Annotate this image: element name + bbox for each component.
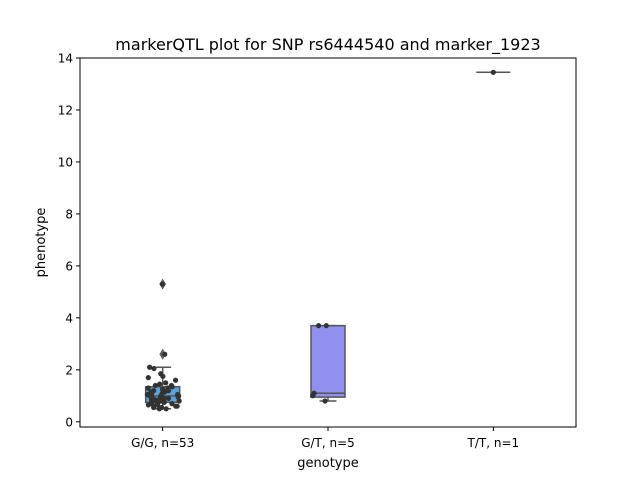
data-point <box>145 385 151 391</box>
data-point <box>165 386 171 392</box>
y-tick-label: 6 <box>65 259 73 273</box>
x-tick-label: T/T, n=1 <box>467 436 520 450</box>
data-point <box>145 375 151 381</box>
plot-marks <box>144 69 511 412</box>
data-point <box>172 377 179 383</box>
data-point <box>161 399 167 405</box>
data-point <box>176 398 182 404</box>
data-point <box>151 404 157 411</box>
data-point <box>161 395 167 402</box>
data-point <box>163 406 169 412</box>
data-point <box>162 351 168 357</box>
data-point <box>156 406 162 412</box>
box-body <box>310 324 346 398</box>
data-point <box>160 373 166 379</box>
data-point <box>163 380 169 386</box>
y-tick-label: 10 <box>58 155 73 169</box>
data-point <box>165 395 172 402</box>
data-point <box>147 393 153 399</box>
chart-title: markerQTL plot for SNP rs6444540 and mar… <box>115 35 540 55</box>
y-tick-label: 4 <box>65 311 73 325</box>
axes: 0 2 4 6 8 10 12 14 G/G, n=53 G/T, n=5 T/T, n=1 <box>58 52 519 451</box>
data-point <box>310 393 316 399</box>
y-tick-label: 0 <box>65 415 73 429</box>
data-point <box>169 401 175 407</box>
data-point <box>159 281 165 287</box>
data-point <box>175 394 181 400</box>
data-point <box>323 323 329 329</box>
data-point <box>152 382 158 389</box>
y-tick-label: 12 <box>58 103 73 117</box>
x-tick-label: G/T, n=5 <box>301 436 355 450</box>
box-2 <box>310 324 346 402</box>
data-point <box>151 365 157 372</box>
x-axis-label: genotype <box>297 456 358 471</box>
data-point <box>168 382 175 389</box>
data-point <box>322 398 328 404</box>
data-point <box>316 323 322 329</box>
data-point <box>157 381 163 387</box>
data-point <box>146 364 153 370</box>
x-tick-label: G/G, n=53 <box>131 436 194 450</box>
y-axis-label: phenotype <box>34 208 49 278</box>
y-tick-label: 8 <box>65 207 73 221</box>
y-tick-label: 14 <box>58 52 73 66</box>
data-point <box>145 402 151 408</box>
data-point <box>490 69 496 75</box>
y-tick-label: 2 <box>65 363 73 377</box>
data-point <box>173 403 179 409</box>
